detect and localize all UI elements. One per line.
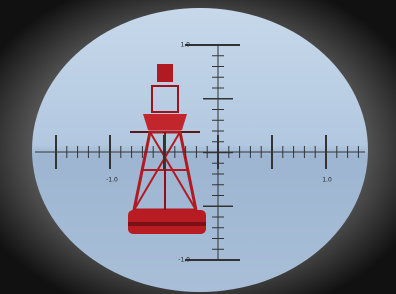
page: 1.0 -1.0 -1.0 1.0 (() => { const data = … (0, 0, 396, 294)
left-label: -1.0 (106, 177, 118, 184)
binocular-view: 1.0 -1.0 -1.0 1.0 (0, 0, 396, 294)
lens-field (32, 8, 368, 292)
top-label: 1.0 (180, 42, 190, 49)
right-label: 1.0 (322, 177, 332, 184)
bottom-label: -1.0 (178, 257, 190, 264)
